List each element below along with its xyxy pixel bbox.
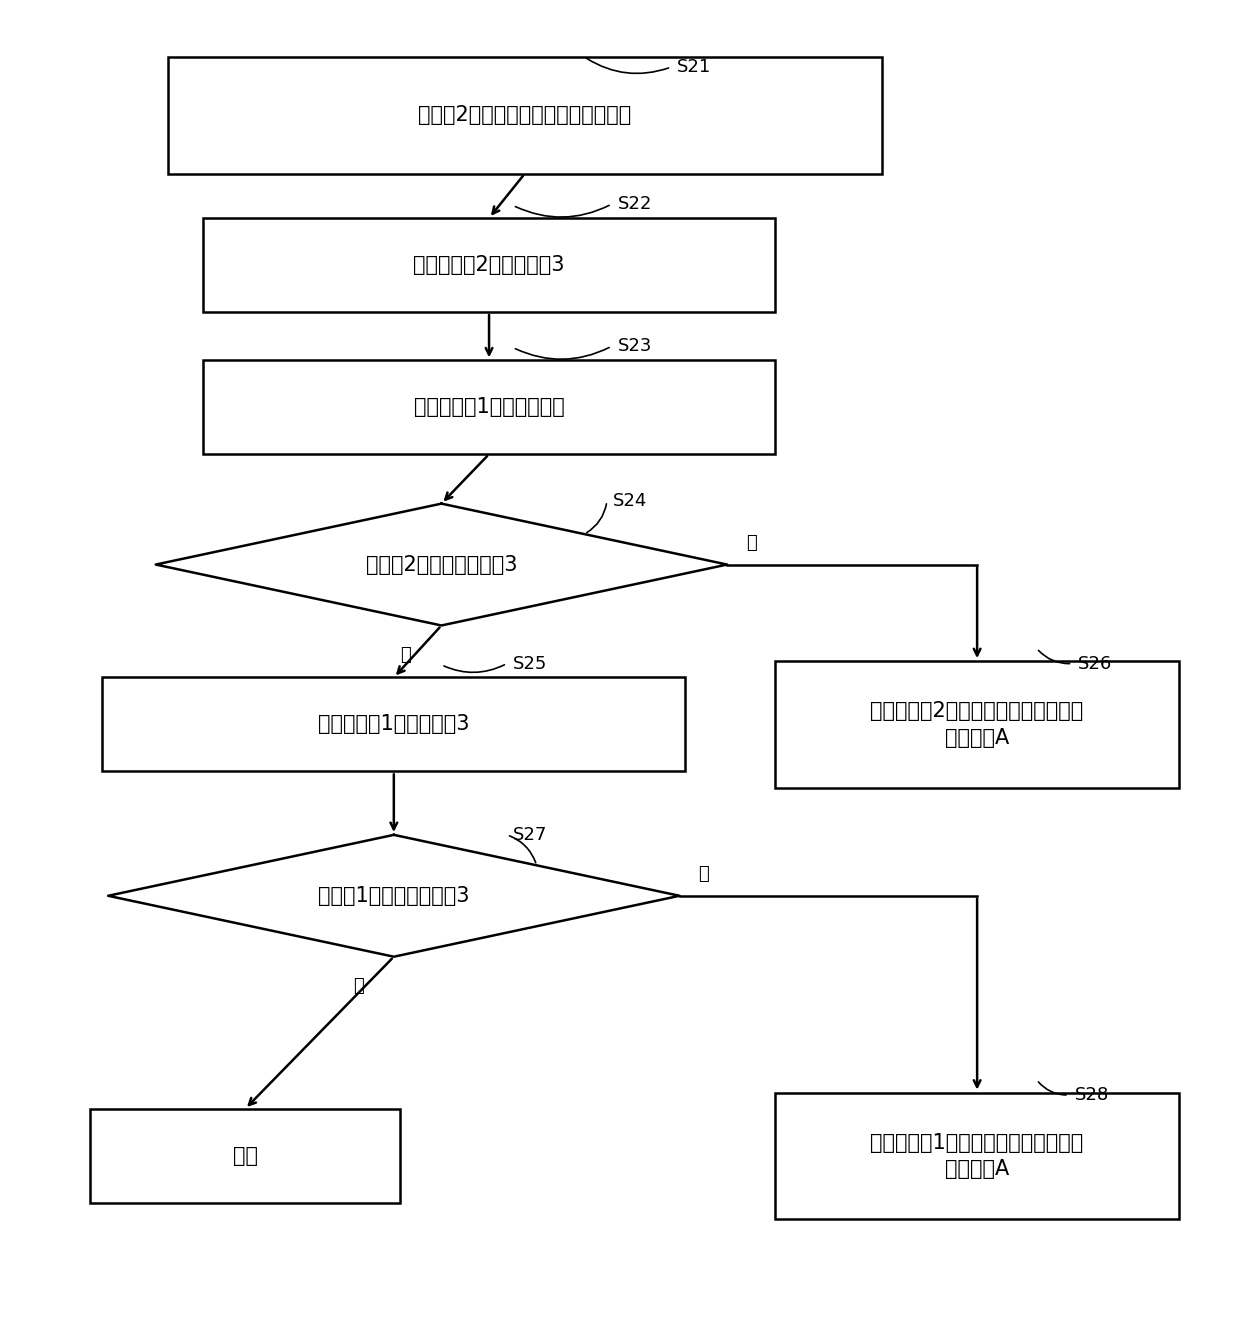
- Text: S21: S21: [677, 58, 712, 77]
- Text: 否: 否: [698, 865, 709, 883]
- Text: 控制终端卡1进入中断状态: 控制终端卡1进入中断状态: [414, 397, 564, 418]
- Text: 控制终端卡1切换到其他小区或继续驻
留在小区A: 控制终端卡1切换到其他小区或继续驻 留在小区A: [870, 1133, 1084, 1179]
- Text: 终端卡1成功切换到小区3: 终端卡1成功切换到小区3: [319, 886, 470, 906]
- Text: 否: 否: [746, 534, 756, 551]
- Text: 控制终端卡2切换到其他小区或继续驻
留在小区A: 控制终端卡2切换到其他小区或继续驻 留在小区A: [870, 701, 1084, 748]
- Bar: [775, 661, 1179, 788]
- Text: 终端卡2被触发异网络模式的小区切换: 终端卡2被触发异网络模式的小区切换: [418, 106, 631, 126]
- Bar: [203, 218, 775, 312]
- Text: 结束: 结束: [233, 1146, 258, 1166]
- Text: 终端卡2成功切换到小区3: 终端卡2成功切换到小区3: [366, 554, 517, 575]
- Text: 控制终端卡1切换到小区3: 控制终端卡1切换到小区3: [319, 714, 470, 735]
- Text: 是: 是: [352, 977, 363, 995]
- Text: S26: S26: [1079, 654, 1112, 673]
- Text: 控制终端卡2切换到小区3: 控制终端卡2切换到小区3: [413, 255, 564, 275]
- Bar: [102, 677, 686, 772]
- Text: S27: S27: [513, 826, 547, 843]
- Bar: [203, 360, 775, 455]
- Text: S25: S25: [513, 654, 547, 673]
- Bar: [775, 1092, 1179, 1219]
- Text: 是: 是: [401, 645, 412, 664]
- Bar: [91, 1109, 399, 1203]
- Bar: [167, 57, 882, 173]
- Text: S23: S23: [618, 337, 652, 356]
- Text: S22: S22: [618, 196, 652, 213]
- Text: S28: S28: [1075, 1087, 1109, 1104]
- Text: S24: S24: [613, 492, 647, 510]
